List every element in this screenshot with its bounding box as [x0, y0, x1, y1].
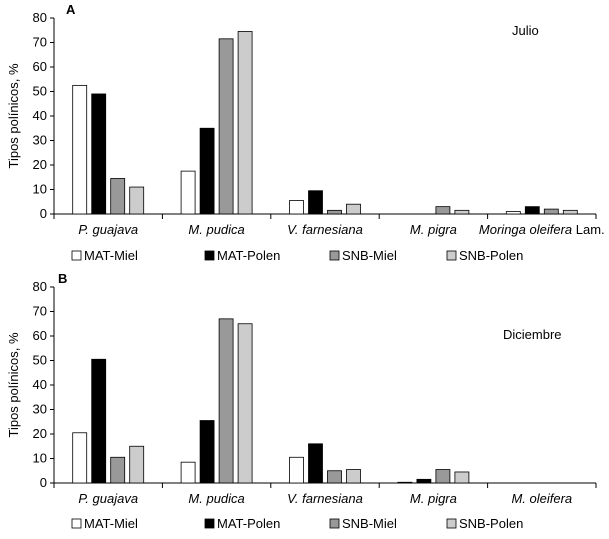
y-tick-label: 30: [33, 133, 47, 148]
y-tick-label: 20: [33, 157, 47, 172]
bar: [237, 323, 253, 484]
x-tick-label: V. farnesiana: [287, 222, 363, 237]
bar: [180, 170, 196, 215]
bar: [180, 461, 196, 484]
y-tick-label: 60: [33, 59, 47, 74]
bar: [524, 206, 540, 215]
panel-month: Diciembre: [503, 327, 562, 342]
x-tick-label: M. pigra: [410, 222, 457, 237]
legend-swatch: [329, 518, 340, 529]
legend-swatch: [446, 518, 457, 529]
x-tick-label: M. pudica: [188, 491, 244, 506]
legend-label: SNB-Miel: [342, 516, 397, 531]
y-tick-label: 40: [33, 377, 47, 392]
y-tick-label: 70: [33, 304, 47, 319]
legend-label: MAT-Miel: [84, 516, 138, 531]
legend-label: MAT-Polen: [217, 516, 280, 531]
legend-swatch: [204, 518, 215, 529]
legend: MAT-Miel MAT-Polen SNB-Miel SNB-Polen: [71, 248, 523, 263]
y-tick-label: 40: [33, 108, 47, 123]
bar: [327, 470, 342, 484]
bar: [289, 456, 304, 484]
y-axis-label: Tipos polínicos, %: [6, 63, 21, 168]
x-tick-label: P. guajava: [78, 491, 138, 506]
bar: [129, 186, 145, 215]
bar: [346, 469, 361, 484]
y-tick-label: 50: [33, 353, 47, 368]
chart-panel-a: 0 10 20 30 40 50 60 70 80 P. guajava M. pudica V. f…: [6, 2, 605, 263]
panel-month: Julio: [512, 23, 539, 38]
chart-panel-b: 0 10 20 30 40 50 60 70 80 P. guajava M. pudica V. f…: [6, 271, 597, 531]
legend-swatch: [446, 250, 457, 261]
bar: [110, 456, 126, 484]
bar: [416, 478, 432, 484]
bar: [327, 209, 342, 215]
bar: [435, 469, 451, 484]
bar: [435, 206, 451, 215]
bar: [72, 84, 88, 215]
y-tick-label: 20: [33, 426, 47, 441]
bar: [562, 209, 578, 215]
legend-label: SNB-Polen: [459, 516, 523, 531]
y-tick-label: 80: [33, 279, 47, 294]
x-tick-label: Moringa oleifera Lam.: [479, 222, 605, 237]
bar: [543, 208, 559, 215]
legend-label: MAT-Polen: [217, 248, 280, 263]
legend-swatch: [71, 518, 82, 529]
y-tick-label: 10: [33, 182, 47, 197]
bar: [346, 203, 361, 215]
legend-label: MAT-Miel: [84, 248, 138, 263]
x-tick-label: M. pigra: [410, 491, 457, 506]
bar: [218, 38, 234, 215]
legend-swatch: [204, 250, 215, 261]
bar: [129, 445, 145, 484]
y-tick-label: 30: [33, 402, 47, 417]
bar: [72, 432, 88, 484]
y-tick-label: 70: [33, 35, 47, 50]
bar: [454, 209, 470, 215]
bar: [218, 318, 234, 484]
bar: [199, 420, 215, 484]
bar: [308, 190, 323, 215]
x-tick-label: M. pudica: [188, 222, 244, 237]
x-tick-label: V. farnesiana: [287, 491, 363, 506]
bar: [91, 93, 107, 215]
bar: [289, 200, 304, 215]
legend-label: SNB-Miel: [342, 248, 397, 263]
y-tick-label: 50: [33, 84, 47, 99]
bar: [308, 443, 323, 484]
panel-label: A: [66, 2, 76, 17]
bar: [91, 358, 107, 484]
legend-label: SNB-Polen: [459, 248, 523, 263]
bar: [505, 211, 521, 215]
bar: [237, 31, 253, 215]
bar: [454, 471, 470, 484]
legend-swatch: [71, 250, 82, 261]
bar: [110, 178, 126, 215]
x-tick-label: P. guajava: [78, 222, 138, 237]
y-tick-label: 0: [40, 475, 47, 490]
y-tick-label: 60: [33, 328, 47, 343]
bar: [397, 481, 413, 484]
y-tick-label: 80: [33, 10, 47, 25]
panel-label: B: [58, 271, 67, 286]
y-tick-label: 10: [33, 451, 47, 466]
y-axis-label: Tipos polínicos, %: [6, 332, 21, 437]
legend: MAT-Miel MAT-Polen SNB-Miel SNB-Polen: [71, 516, 523, 531]
bar: [199, 127, 215, 215]
legend-swatch: [329, 250, 340, 261]
y-tick-label: 0: [40, 206, 47, 221]
x-tick-label: M. oleifera: [511, 491, 572, 506]
